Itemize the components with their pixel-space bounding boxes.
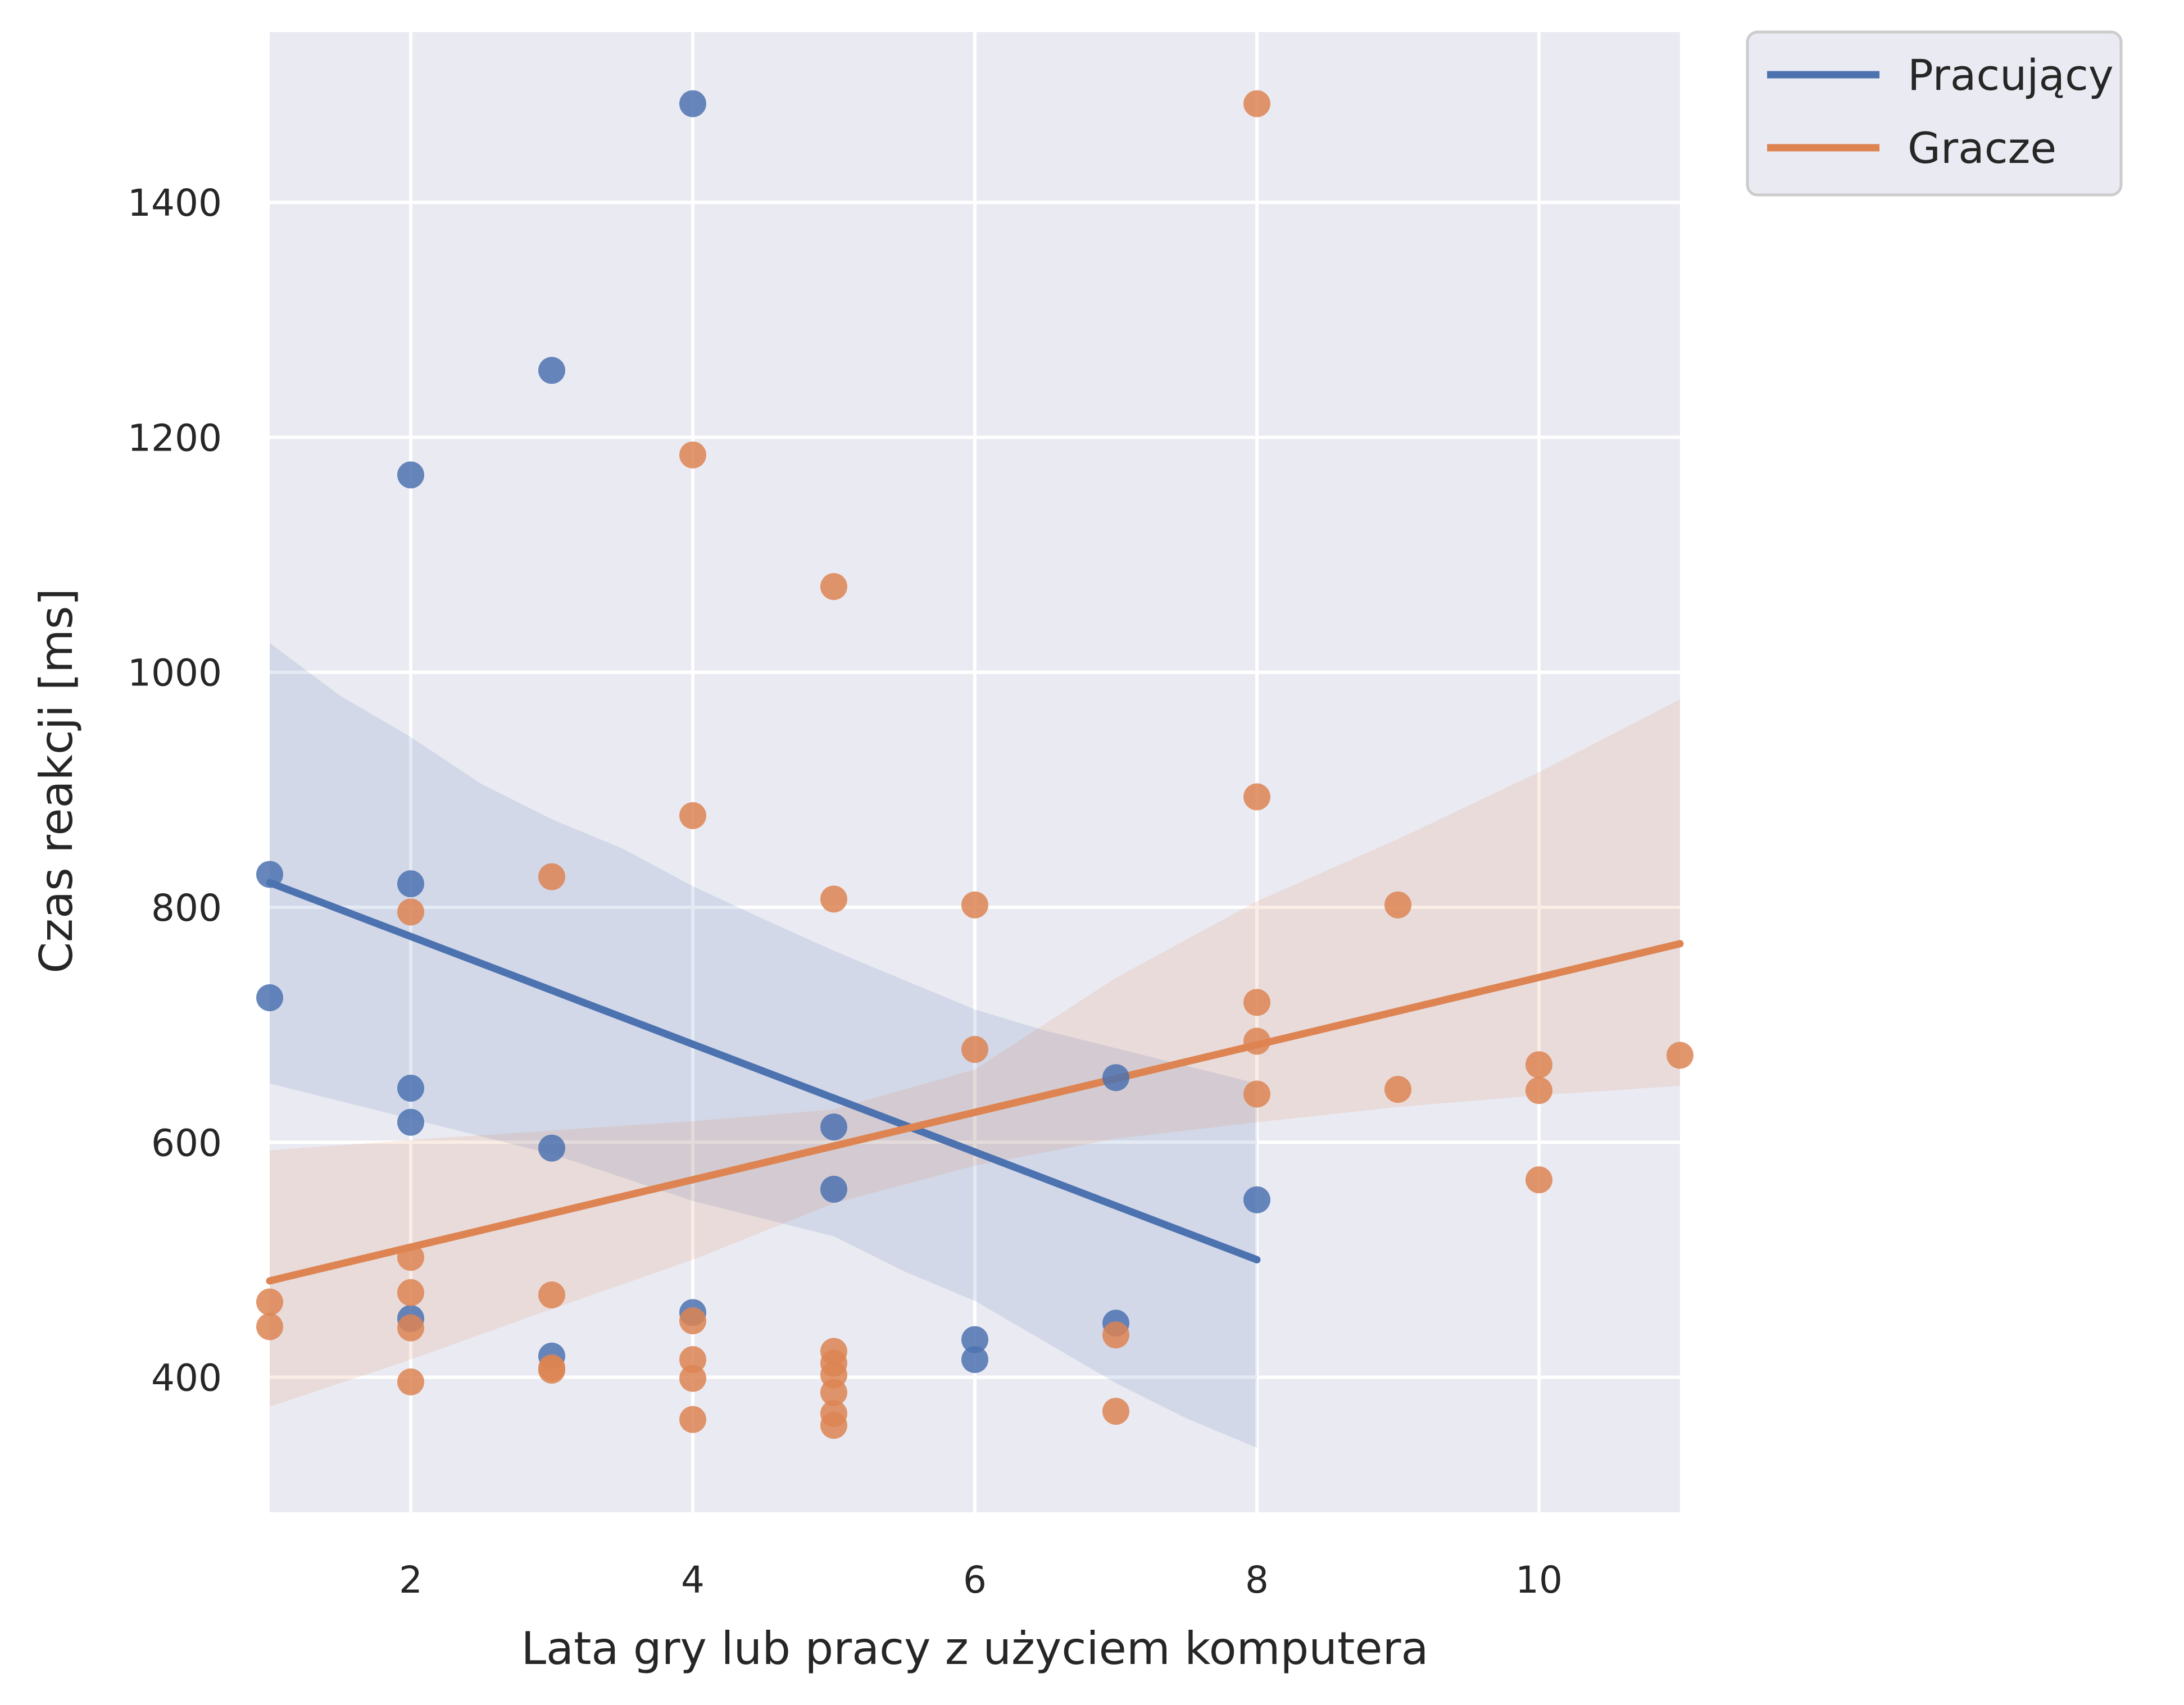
- x-tick-label: 6: [963, 1558, 987, 1602]
- x-tick-label: 8: [1245, 1558, 1269, 1602]
- point-pracuj-cy: [256, 984, 283, 1012]
- point-gracze: [1384, 891, 1411, 919]
- point-gracze: [397, 1279, 424, 1306]
- point-gracze: [538, 863, 565, 890]
- point-gracze: [1667, 1042, 1693, 1069]
- y-tick-label: 1200: [128, 416, 222, 460]
- x-tick-label: 10: [1515, 1558, 1563, 1602]
- point-gracze: [397, 898, 424, 926]
- point-pracuj-cy: [397, 461, 424, 489]
- point-gracze: [1102, 1321, 1129, 1349]
- point-gracze: [1525, 1077, 1552, 1104]
- tick-labels: 2 4 6 8 10 400 600 800 1000 1200 1400: [128, 181, 1563, 1602]
- point-pracuj-cy: [961, 1346, 988, 1374]
- point-pracuj-cy: [1243, 1186, 1270, 1213]
- point-gracze: [961, 1036, 988, 1063]
- point-gracze: [679, 1346, 706, 1374]
- point-pracuj-cy: [538, 1134, 565, 1162]
- y-tick-label: 600: [151, 1121, 222, 1165]
- point-gracze: [397, 1314, 424, 1342]
- ci-band-pracuj-cy: [270, 643, 1257, 1448]
- point-gracze: [1243, 90, 1270, 117]
- point-gracze: [679, 441, 706, 469]
- point-gracze: [1243, 783, 1270, 811]
- point-gracze: [1102, 1398, 1129, 1425]
- legend-label-pracuj-cy: Pracujący: [1908, 50, 2114, 100]
- regression-line-pracuj-cy: [266, 879, 1261, 1263]
- point-gracze: [538, 1356, 565, 1384]
- x-tick-label: 2: [399, 1558, 423, 1602]
- point-gracze: [1243, 1080, 1270, 1108]
- point-gracze: [961, 891, 988, 919]
- confidence-bands: [270, 643, 1680, 1448]
- point-gracze: [538, 1281, 565, 1309]
- point-pracuj-cy: [820, 1175, 847, 1203]
- y-tick-label: 1000: [128, 652, 222, 695]
- point-pracuj-cy: [397, 870, 424, 898]
- x-axis-label: Lata gry lub pracy z użyciem komputera: [521, 1622, 1428, 1675]
- point-gracze: [679, 1406, 706, 1433]
- y-axis-label: Czas reakcji [ms]: [30, 588, 83, 974]
- point-pracuj-cy: [1102, 1064, 1129, 1092]
- point-pracuj-cy: [538, 357, 565, 384]
- point-gracze: [679, 1307, 706, 1335]
- point-gracze: [679, 1365, 706, 1392]
- point-gracze: [1243, 989, 1270, 1016]
- point-pracuj-cy: [256, 861, 283, 888]
- point-pracuj-cy: [820, 1113, 847, 1141]
- grid: [270, 32, 1680, 1512]
- point-gracze: [1525, 1051, 1552, 1079]
- point-gracze: [820, 573, 847, 601]
- point-pracuj-cy: [961, 1326, 988, 1353]
- point-gracze: [820, 885, 847, 913]
- point-pracuj-cy: [679, 90, 706, 117]
- point-gracze: [820, 1412, 847, 1439]
- legend: Pracujący Gracze: [1746, 30, 2123, 197]
- point-gracze: [397, 1368, 424, 1395]
- y-tick-label: 400: [151, 1357, 222, 1400]
- data-points: [256, 90, 1693, 1439]
- y-tick-label: 1400: [128, 181, 222, 225]
- regression-lines: [266, 879, 1684, 1285]
- point-gracze: [1525, 1166, 1552, 1194]
- point-gracze: [256, 1313, 283, 1340]
- point-gracze: [256, 1288, 283, 1316]
- point-gracze: [1384, 1076, 1411, 1103]
- y-tick-label: 800: [151, 886, 222, 930]
- regression-line-gracze: [266, 940, 1684, 1285]
- point-pracuj-cy: [397, 1108, 424, 1136]
- point-gracze: [397, 1244, 424, 1271]
- point-pracuj-cy: [397, 1075, 424, 1102]
- point-gracze: [1243, 1027, 1270, 1055]
- point-gracze: [679, 802, 706, 829]
- x-tick-label: 4: [681, 1558, 705, 1602]
- legend-label-gracze: Gracze: [1908, 123, 2056, 173]
- point-gracze: [820, 1379, 847, 1406]
- ci-band-gracze: [270, 699, 1680, 1407]
